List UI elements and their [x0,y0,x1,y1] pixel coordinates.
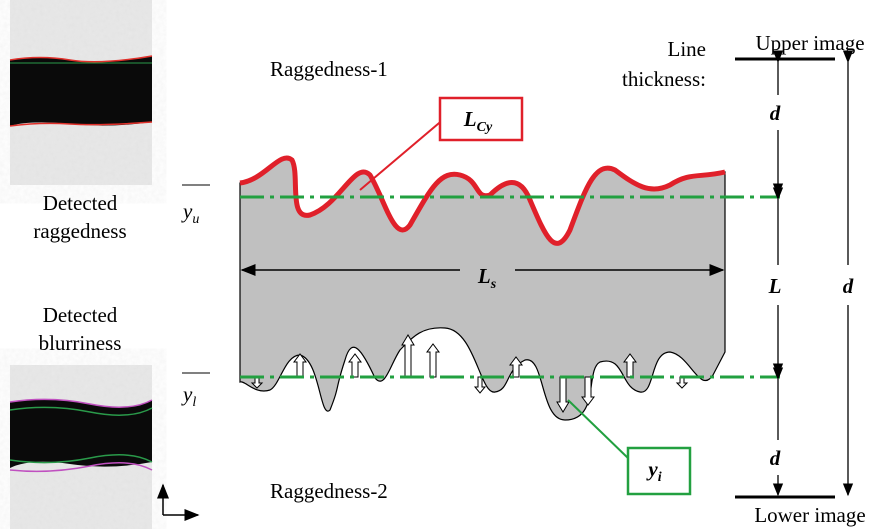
upper-image: Upper image [755,31,864,55]
callout-box [438,96,524,142]
yu-label: yu [181,199,199,227]
l-label: L [768,274,782,298]
lower-image: Lower image [754,503,865,527]
deviation-arrows [250,334,689,413]
ls-label: Ls [477,264,497,292]
lcy-label: LCy [463,107,493,135]
d-top: d [770,101,781,125]
callout-line [567,399,631,461]
callout-box [626,446,692,496]
raggedness-image [9,0,153,185]
yl-label: yl [181,382,196,410]
blurriness-image [9,365,153,529]
yi-label: yi [645,457,661,485]
axes-icon [157,483,200,521]
detected-raggedness: Detected raggedness [33,191,126,243]
d-bottom: d [770,446,781,470]
dimension-arrows [772,50,854,497]
raggedness-2: Raggedness-2 [270,479,388,503]
raggedness-line [239,155,726,246]
raggedness-1: Raggedness-1 [270,57,388,81]
d-total: d [843,274,854,298]
line-thickness: Line thickness: [622,37,706,91]
callout-line [359,117,446,191]
detected-blurriness: Detected blurriness [39,303,122,355]
